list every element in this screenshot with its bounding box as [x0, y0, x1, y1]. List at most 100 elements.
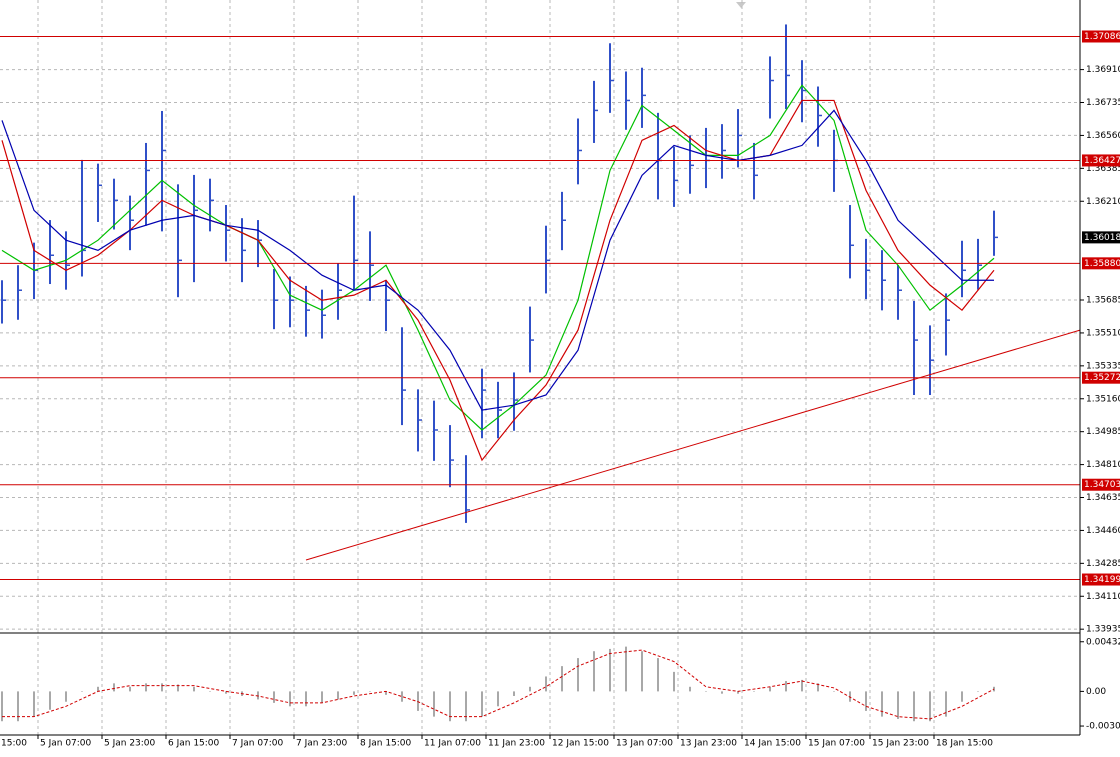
histogram-bar	[401, 691, 403, 702]
shift-marker	[736, 2, 746, 8]
x-tick-label: 15 Jan 07:00	[808, 739, 865, 749]
y-tick-label: 1.33935	[1086, 625, 1120, 635]
histogram-bar	[49, 691, 51, 710]
histogram-bar	[833, 691, 835, 692]
x-tick-label: 7 Jan 23:00	[296, 739, 348, 749]
x-tick-label: 13 Jan 23:00	[680, 739, 737, 749]
y-tick-label: -0.00302	[1086, 722, 1120, 732]
histogram-bar	[17, 691, 19, 722]
histogram-bar	[689, 686, 691, 692]
histogram-bar	[961, 691, 963, 702]
y-tick-label: 1.36210	[1086, 197, 1120, 207]
histogram-bar	[209, 691, 211, 692]
y-tick-label: 1.36560	[1086, 131, 1120, 141]
histogram-bar	[753, 691, 755, 692]
x-tick-label: 6 Jan 15:00	[168, 739, 220, 749]
histogram-bar	[593, 651, 595, 692]
histogram-bar	[161, 683, 163, 692]
level-label-box	[1082, 154, 1120, 167]
y-tick-label: 1.34110	[1086, 592, 1120, 602]
level-label-box	[1082, 478, 1120, 491]
histogram-bar	[705, 691, 707, 692]
histogram-bar	[337, 691, 339, 700]
histogram-bar	[385, 691, 387, 695]
y-tick-label: 1.36735	[1086, 98, 1120, 108]
moving-average	[1, 109, 994, 411]
level-label-box	[1082, 30, 1120, 43]
y-tick-label: 1.34985	[1086, 427, 1120, 437]
histogram-bar	[929, 691, 931, 722]
histogram-bar	[65, 691, 67, 702]
histogram-bar	[721, 691, 723, 694]
x-tick-label: 13 Jan 07:00	[616, 739, 673, 749]
x-tick-label: 11 Jan 23:00	[488, 739, 545, 749]
y-tick-label: 1.34460	[1086, 526, 1120, 536]
level-label: 1.36427	[1084, 156, 1120, 166]
moving-average	[1, 84, 995, 431]
y-tick-label: 1.35685	[1086, 296, 1120, 306]
histogram-bar	[321, 691, 323, 703]
y-tick-label: 0.004324	[1086, 637, 1120, 647]
histogram-bar	[785, 681, 787, 692]
histogram-bar	[817, 683, 819, 692]
histogram-bar	[433, 691, 435, 717]
y-tick-label: 1.35510	[1086, 328, 1120, 338]
histogram-bar	[865, 691, 867, 711]
histogram-bar	[465, 691, 467, 722]
level-label-box	[1082, 573, 1120, 586]
histogram-bar	[81, 691, 83, 692]
histogram-bar	[641, 651, 643, 692]
histogram-bar	[769, 686, 771, 692]
histogram-bar	[497, 691, 499, 707]
level-label: 1.35272	[1084, 373, 1120, 383]
histogram-bar	[545, 676, 547, 692]
level-label: 1.34703	[1084, 480, 1120, 490]
y-tick-label: 1.34635	[1086, 493, 1120, 503]
histogram-bar	[625, 646, 627, 692]
current-price-box	[1082, 231, 1120, 244]
histogram-bar	[1, 691, 3, 722]
histogram-bar	[353, 691, 355, 695]
x-tick-label: 8 Jan 15:00	[360, 739, 412, 749]
x-tick-label: 12 Jan 15:00	[552, 739, 609, 749]
histogram-bar	[801, 679, 803, 692]
histogram-bar	[273, 691, 275, 703]
x-tick-label: 5 Jan 07:00	[40, 739, 92, 749]
histogram-bar	[369, 691, 371, 692]
y-tick-label: 1.36385	[1086, 164, 1120, 174]
level-label: 1.35880	[1084, 259, 1120, 269]
histogram-bar	[881, 691, 883, 717]
x-tick-label: 15 Jan 23:00	[872, 739, 929, 749]
histogram-bar	[977, 691, 979, 692]
level-label-box	[1082, 371, 1120, 384]
trend-line	[305, 329, 1081, 561]
histogram-bar	[561, 666, 563, 692]
histogram-bar	[33, 691, 35, 717]
histogram-bar	[577, 658, 579, 692]
level-label: 1.37086	[1084, 32, 1120, 42]
x-tick-label: 11 Jan 07:00	[424, 739, 481, 749]
histogram-bar	[417, 691, 419, 711]
histogram-bar	[177, 684, 179, 692]
histogram-bar	[257, 691, 259, 700]
x-tick-label: 15:00	[1, 739, 27, 749]
histogram-bar	[737, 691, 739, 694]
histogram-bar	[481, 691, 483, 717]
histogram-bar	[113, 683, 115, 692]
y-tick-label: 1.36910	[1086, 65, 1120, 75]
moving-average	[1, 99, 995, 462]
histogram-bar	[193, 686, 195, 692]
current-price-label: 1.36018	[1084, 233, 1120, 243]
x-tick-label: 7 Jan 07:00	[232, 739, 284, 749]
level-label: 1.34199	[1084, 575, 1120, 585]
histogram-bar	[657, 658, 659, 692]
y-tick-label: 0.00	[1086, 687, 1106, 697]
histogram-bar	[449, 691, 451, 722]
y-tick-label: 1.35335	[1086, 361, 1120, 371]
histogram-bar	[945, 691, 947, 717]
histogram-bar	[305, 691, 307, 707]
histogram-bar	[129, 686, 131, 692]
y-tick-label: 1.34810	[1086, 460, 1120, 470]
